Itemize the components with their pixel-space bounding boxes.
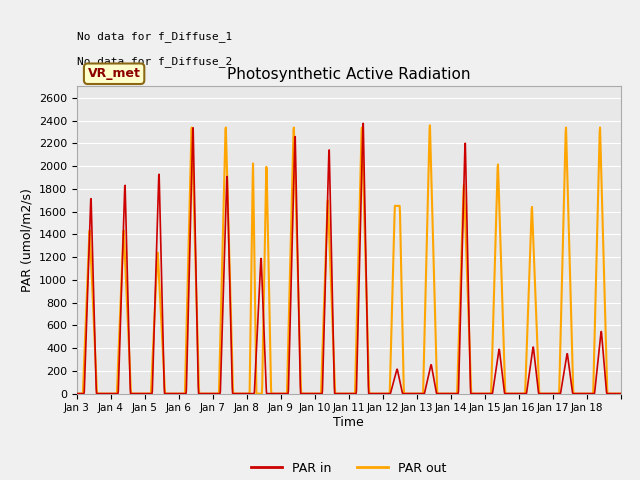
Y-axis label: PAR (umol/m2/s): PAR (umol/m2/s) xyxy=(20,188,33,292)
Text: VR_met: VR_met xyxy=(88,67,141,80)
Text: No data for f_Diffuse_2: No data for f_Diffuse_2 xyxy=(77,56,232,67)
Title: Photosynthetic Active Radiation: Photosynthetic Active Radiation xyxy=(227,68,470,83)
Legend: PAR in, PAR out: PAR in, PAR out xyxy=(246,456,451,480)
X-axis label: Time: Time xyxy=(333,416,364,429)
Text: No data for f_Diffuse_1: No data for f_Diffuse_1 xyxy=(77,31,232,42)
